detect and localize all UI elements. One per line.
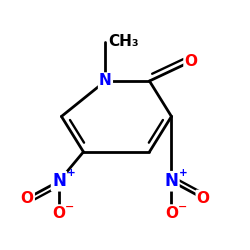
Text: O: O xyxy=(165,206,178,220)
Text: +: + xyxy=(67,168,76,178)
Text: N: N xyxy=(52,172,66,190)
Text: −: − xyxy=(65,202,75,212)
Text: O: O xyxy=(21,191,34,206)
Text: −: − xyxy=(178,202,187,212)
Text: O: O xyxy=(184,54,198,69)
Text: +: + xyxy=(179,168,188,178)
Text: O: O xyxy=(197,191,210,206)
Text: N: N xyxy=(164,172,178,190)
Text: CH₃: CH₃ xyxy=(108,34,138,50)
Text: O: O xyxy=(52,206,66,220)
Text: N: N xyxy=(99,74,112,88)
